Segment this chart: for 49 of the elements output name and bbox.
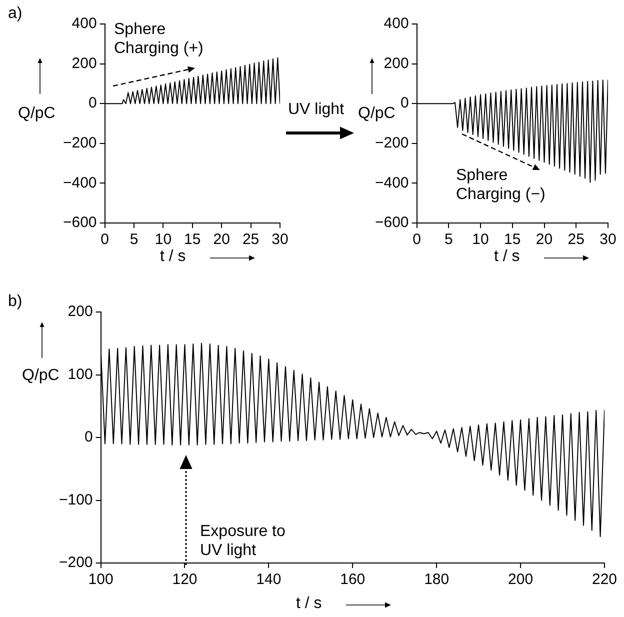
- y-axis-title: Q/pC: [358, 104, 396, 123]
- x-axis-title: t / s: [160, 247, 186, 266]
- text: UV light: [288, 100, 344, 119]
- x-tick-label: 5: [444, 231, 453, 248]
- y-tick-label: −100: [58, 491, 93, 508]
- x-axis-title: t / s: [296, 594, 322, 613]
- x-tick-label: 15: [504, 231, 521, 248]
- x-tick-label: 120: [172, 571, 198, 588]
- y-tick-label: −200: [58, 554, 93, 572]
- x-tick-label: 30: [600, 231, 616, 248]
- x-tick-label: 10: [472, 231, 489, 248]
- y-tick-label: 200: [72, 54, 97, 72]
- y-tick-label: −600: [374, 214, 409, 232]
- x-tick-label: 0: [100, 231, 109, 248]
- y-tick-label: 400: [72, 15, 97, 32]
- x-tick-label: 5: [130, 231, 138, 248]
- x-tick-label: 25: [568, 231, 584, 248]
- x-tick-label: 20: [536, 231, 553, 248]
- annotation: Exposure to UV light: [200, 522, 286, 560]
- y-tick-label: 400: [384, 15, 409, 32]
- x-tick-label: 180: [424, 571, 450, 588]
- y-tick-label: −200: [374, 134, 409, 152]
- y-tick-label: −200: [62, 134, 97, 152]
- text: b): [8, 292, 22, 311]
- y-axis-title: Q/pC: [18, 104, 56, 123]
- x-tick-label: 30: [272, 231, 288, 248]
- x-tick-label: 0: [412, 231, 421, 248]
- x-tick-label: 25: [242, 231, 260, 248]
- y-tick-label: 200: [384, 54, 409, 72]
- x-tick-label: 200: [508, 571, 534, 588]
- x-tick-label: 20: [213, 231, 230, 248]
- x-tick-label: 10: [154, 231, 172, 248]
- y-tick-label: −400: [62, 174, 97, 192]
- y-tick-label: 0: [88, 94, 97, 112]
- annotation: Sphere Charging (−): [456, 166, 546, 204]
- x-tick-label: 160: [340, 571, 366, 588]
- x-tick-label: 15: [184, 231, 201, 248]
- y-tick-label: 0: [84, 428, 93, 446]
- x-tick-label: 220: [592, 571, 617, 588]
- y-tick-label: 100: [68, 366, 93, 383]
- text: a): [8, 4, 22, 23]
- y-tick-label: 0: [400, 94, 409, 112]
- y-tick-label: −600: [62, 214, 97, 232]
- y-axis-title: Q/pC: [22, 366, 60, 385]
- x-axis-title: t / s: [494, 247, 520, 266]
- y-tick-label: 200: [68, 303, 93, 320]
- y-tick-label: −400: [374, 174, 409, 192]
- x-tick-label: 140: [256, 571, 282, 588]
- annotation: Sphere Charging (+): [114, 20, 204, 58]
